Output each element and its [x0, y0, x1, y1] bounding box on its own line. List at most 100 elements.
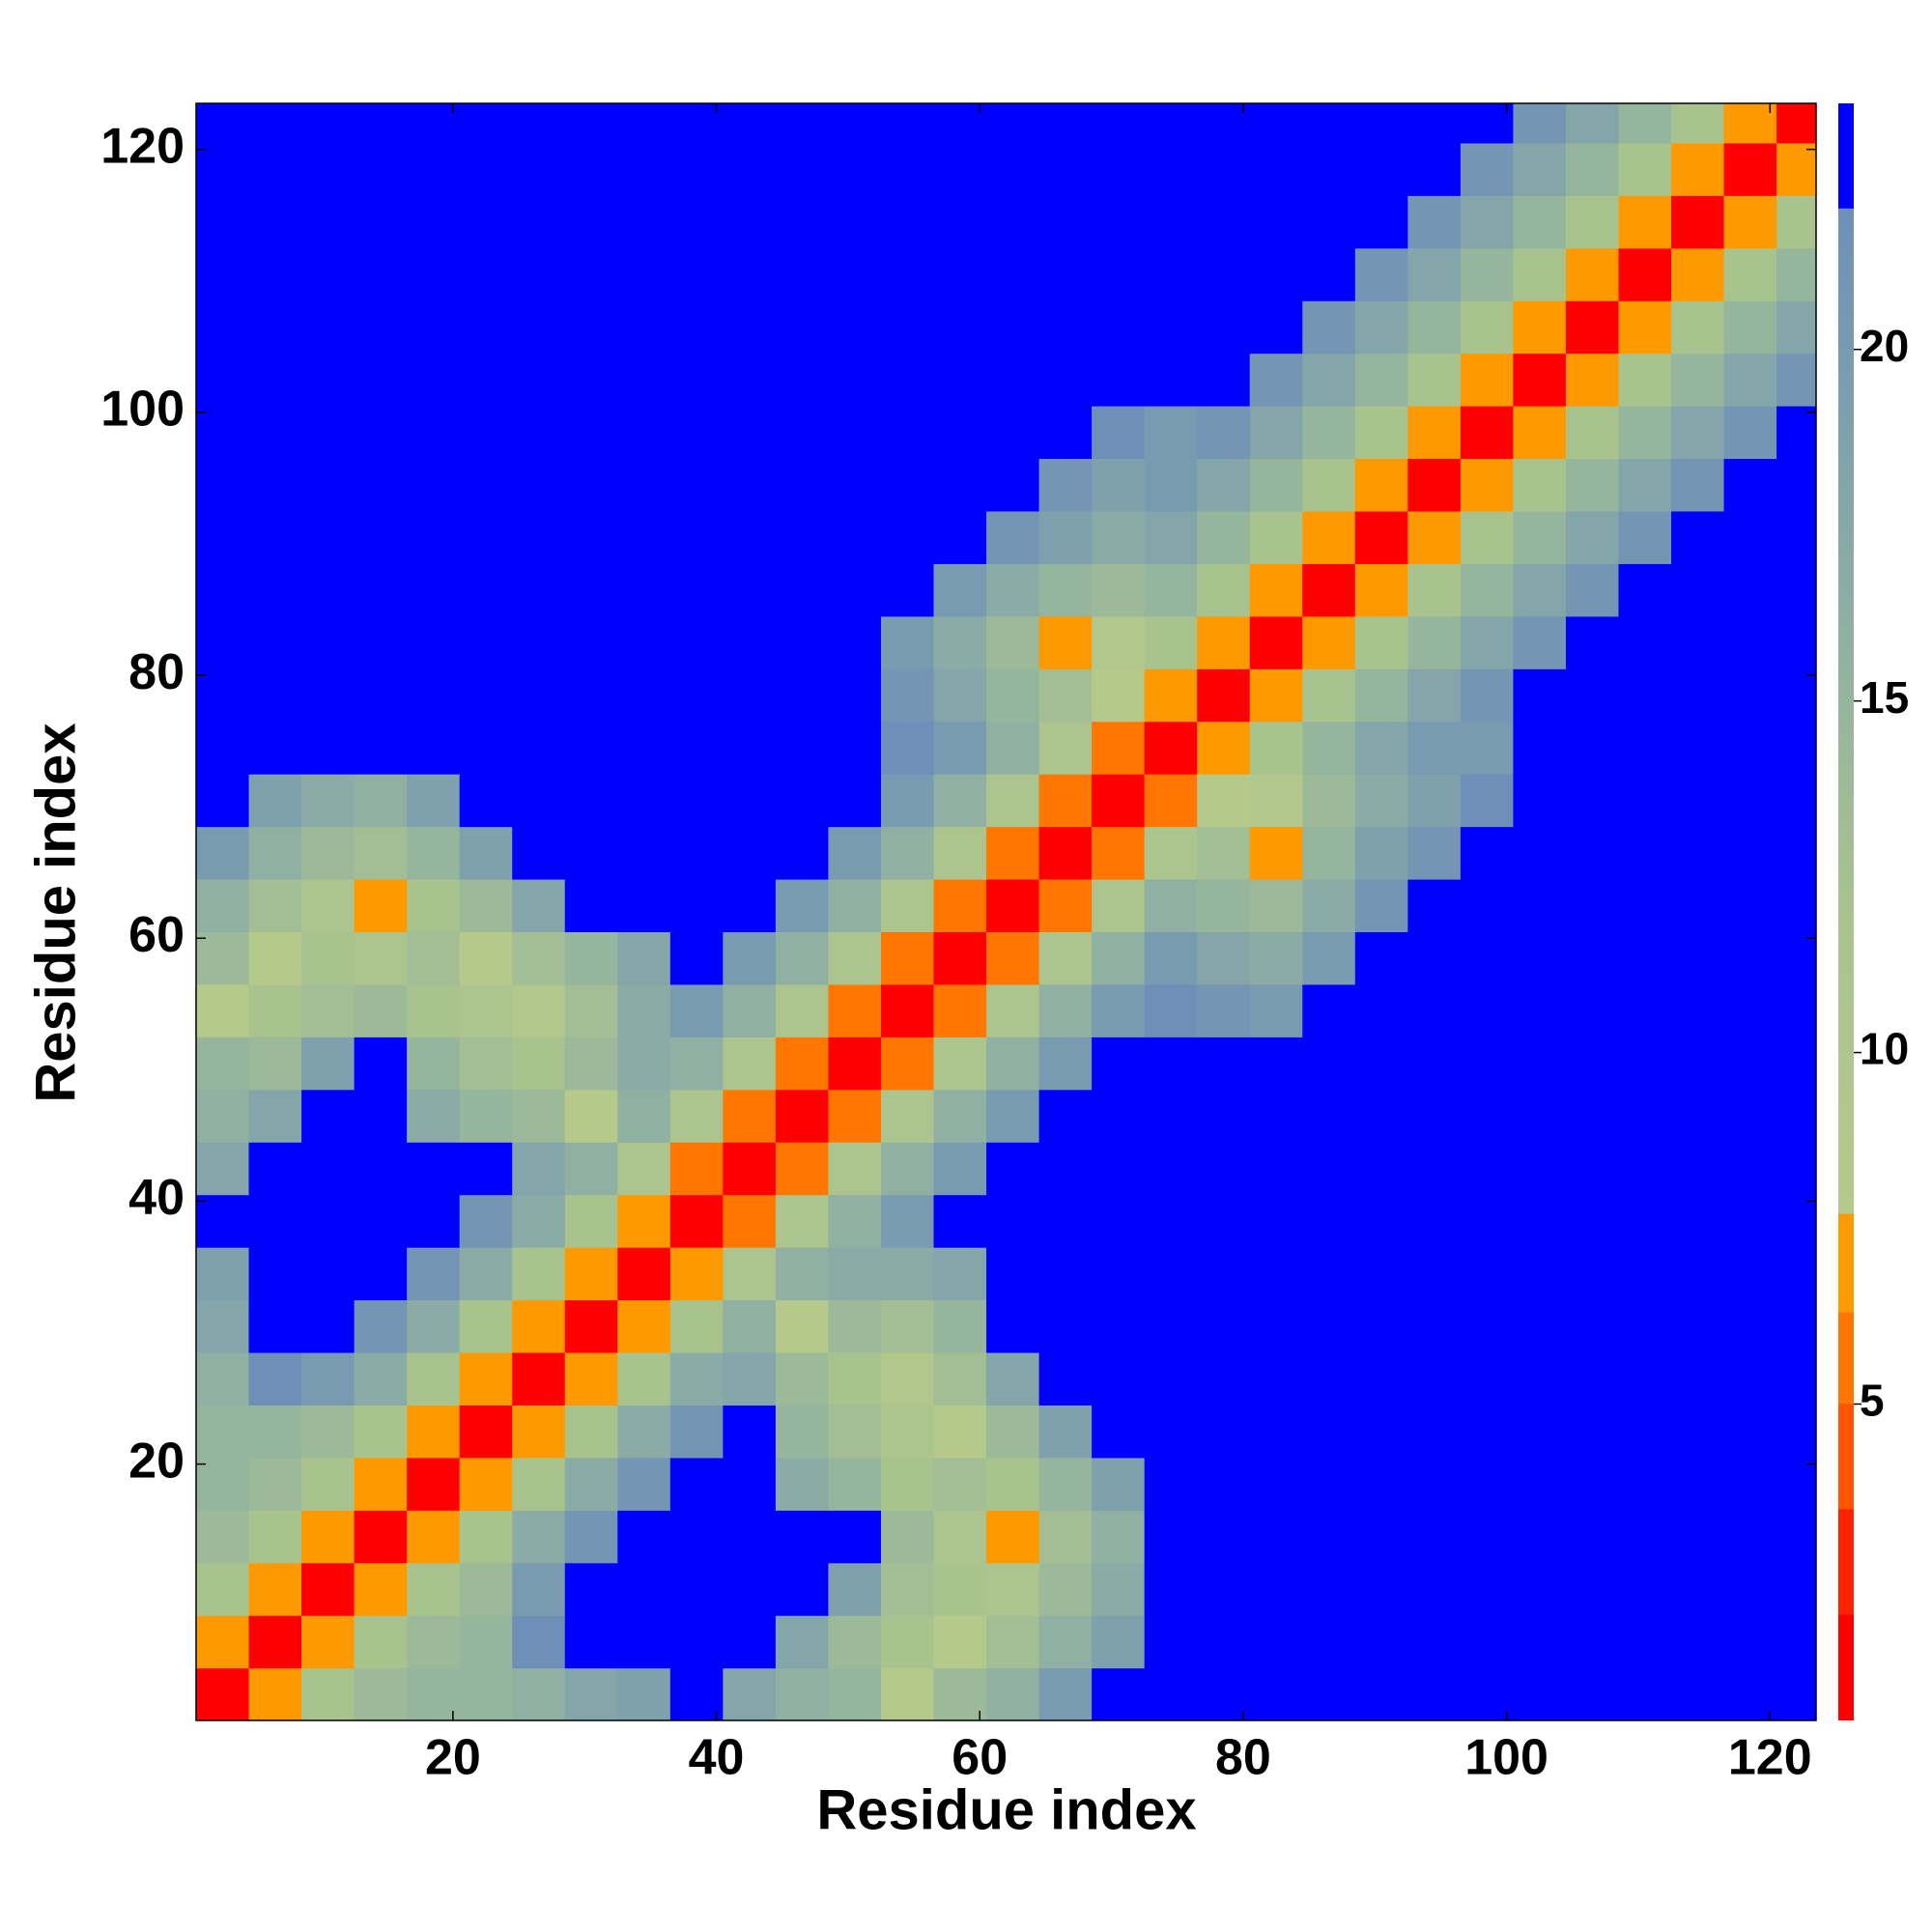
cell	[1513, 563, 1567, 617]
cell	[1144, 353, 1198, 407]
cell	[1302, 510, 1356, 564]
cell	[1776, 1457, 1816, 1511]
cell	[986, 1299, 1040, 1353]
cell	[196, 406, 250, 460]
cell	[1144, 458, 1198, 512]
cell	[1038, 983, 1093, 1037]
cell	[1565, 1405, 1620, 1459]
cell	[723, 563, 777, 617]
cell	[723, 668, 777, 723]
cell	[1671, 458, 1725, 512]
cell	[1092, 353, 1146, 407]
cell	[1302, 406, 1356, 460]
cell	[354, 247, 408, 301]
cell	[407, 983, 461, 1037]
cell	[1092, 1562, 1146, 1616]
cell	[828, 1089, 882, 1143]
cell	[669, 300, 724, 355]
cell	[1197, 195, 1251, 249]
cell	[459, 103, 513, 144]
cell	[775, 1247, 830, 1301]
cell	[407, 1142, 461, 1196]
cell	[723, 1194, 777, 1248]
cell	[1144, 1457, 1198, 1511]
cell	[1407, 406, 1462, 460]
cell	[1249, 510, 1303, 564]
cell	[1249, 668, 1303, 723]
cell	[301, 1247, 355, 1301]
cell	[1618, 1510, 1672, 1564]
cell	[1671, 1194, 1725, 1248]
cell	[617, 406, 671, 460]
x-axis-title: Residue index	[816, 1778, 1196, 1841]
cell	[301, 1510, 355, 1564]
cell	[1671, 721, 1725, 775]
cell	[617, 195, 671, 249]
cell	[354, 1562, 408, 1616]
cell	[1618, 510, 1672, 564]
cell	[775, 458, 830, 512]
cell	[1197, 1562, 1251, 1616]
cell	[828, 1457, 882, 1511]
cell	[723, 458, 777, 512]
cell	[1092, 563, 1146, 617]
cell	[459, 1667, 513, 1720]
cell	[1565, 510, 1620, 564]
cell	[248, 1457, 302, 1511]
cell	[828, 668, 882, 723]
cell	[1776, 1194, 1816, 1248]
cell	[986, 826, 1040, 880]
cell	[1565, 1667, 1620, 1720]
cell	[407, 353, 461, 407]
cell	[1513, 406, 1567, 460]
cell	[1618, 1089, 1672, 1143]
cell	[986, 1194, 1040, 1248]
cell	[880, 510, 935, 564]
cell	[1460, 878, 1515, 933]
colorbar-tick-label: 15	[1860, 672, 1909, 723]
y-tick-label: 120	[100, 118, 185, 174]
cell	[407, 195, 461, 249]
cell	[1618, 1037, 1672, 1091]
cell	[1565, 983, 1620, 1037]
cell	[1776, 1142, 1816, 1196]
cell	[459, 1194, 513, 1248]
cell	[1038, 195, 1093, 249]
cell	[880, 983, 935, 1037]
cell	[1197, 1615, 1251, 1669]
cell	[1407, 195, 1462, 249]
cell	[1671, 1037, 1725, 1091]
cell	[512, 300, 566, 355]
cell	[407, 1510, 461, 1564]
cell	[354, 878, 408, 933]
cell	[459, 1299, 513, 1353]
cell	[933, 458, 987, 512]
cell	[1513, 1562, 1567, 1616]
cell	[1197, 1037, 1251, 1091]
cell	[986, 1037, 1040, 1091]
cell	[1092, 615, 1146, 669]
cell	[1565, 1247, 1620, 1301]
cell	[1618, 300, 1672, 355]
cell	[196, 142, 250, 196]
cell	[564, 563, 618, 617]
cell	[407, 1351, 461, 1406]
cell	[1249, 878, 1303, 933]
x-tick-label: 80	[1215, 1730, 1271, 1786]
cell	[459, 668, 513, 723]
cell	[1302, 774, 1356, 828]
cell	[196, 1351, 250, 1406]
cell	[1618, 103, 1672, 144]
cell	[1302, 668, 1356, 723]
cell	[1302, 1615, 1356, 1669]
cell	[196, 1194, 250, 1248]
cell	[1144, 1089, 1198, 1143]
cell	[459, 931, 513, 985]
cell	[1723, 1667, 1777, 1720]
cell	[1776, 103, 1816, 144]
cell	[1354, 103, 1408, 144]
cell	[775, 826, 830, 880]
cell	[1460, 195, 1515, 249]
cell	[775, 1089, 830, 1143]
